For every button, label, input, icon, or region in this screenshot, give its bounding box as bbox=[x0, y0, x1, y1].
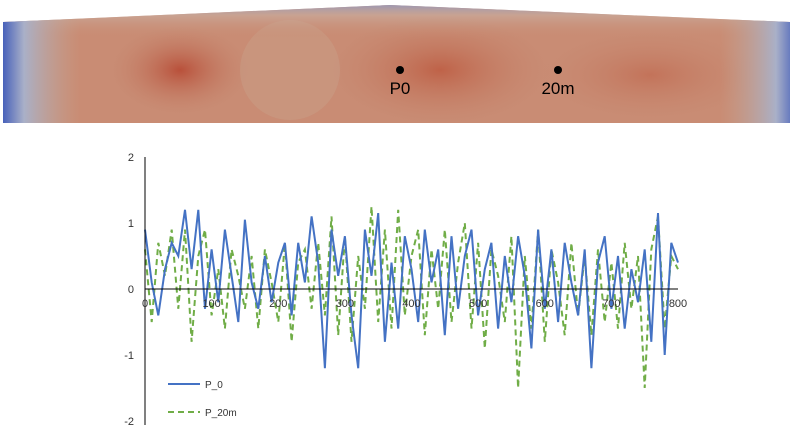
y-tick-label: 1 bbox=[128, 218, 134, 230]
x-tick-label: 800 bbox=[669, 298, 687, 310]
x-tick-label: 100 bbox=[202, 298, 220, 310]
legend: P_0 P_20m bbox=[168, 380, 237, 419]
series-line-p20m bbox=[144, 206, 679, 389]
point-20m-label: 20m bbox=[541, 79, 574, 98]
heatmap-image: P0 20m bbox=[3, 5, 790, 123]
legend-label-p20m: P_20m bbox=[205, 408, 237, 419]
x-tick-label: 600 bbox=[536, 298, 554, 310]
x-tick-label: 300 bbox=[336, 298, 354, 310]
legend-label-p0: P_0 bbox=[205, 380, 223, 391]
point-20m-marker bbox=[554, 66, 562, 74]
y-tick-label: 0 bbox=[128, 284, 134, 296]
point-p0-marker bbox=[396, 66, 404, 74]
x-tick-label: 500 bbox=[469, 298, 487, 310]
series-line-p0 bbox=[144, 209, 679, 369]
y-tick-label: -2 bbox=[124, 416, 134, 428]
point-p0-label: P0 bbox=[390, 79, 411, 98]
y-tick-label: 2 bbox=[128, 152, 134, 164]
x-tick-label: 0 bbox=[142, 298, 148, 310]
x-tick-label: 400 bbox=[402, 298, 420, 310]
y-tick-label: -1 bbox=[124, 350, 134, 362]
x-tick-label: 200 bbox=[269, 298, 287, 310]
x-tick-label: 700 bbox=[602, 298, 620, 310]
